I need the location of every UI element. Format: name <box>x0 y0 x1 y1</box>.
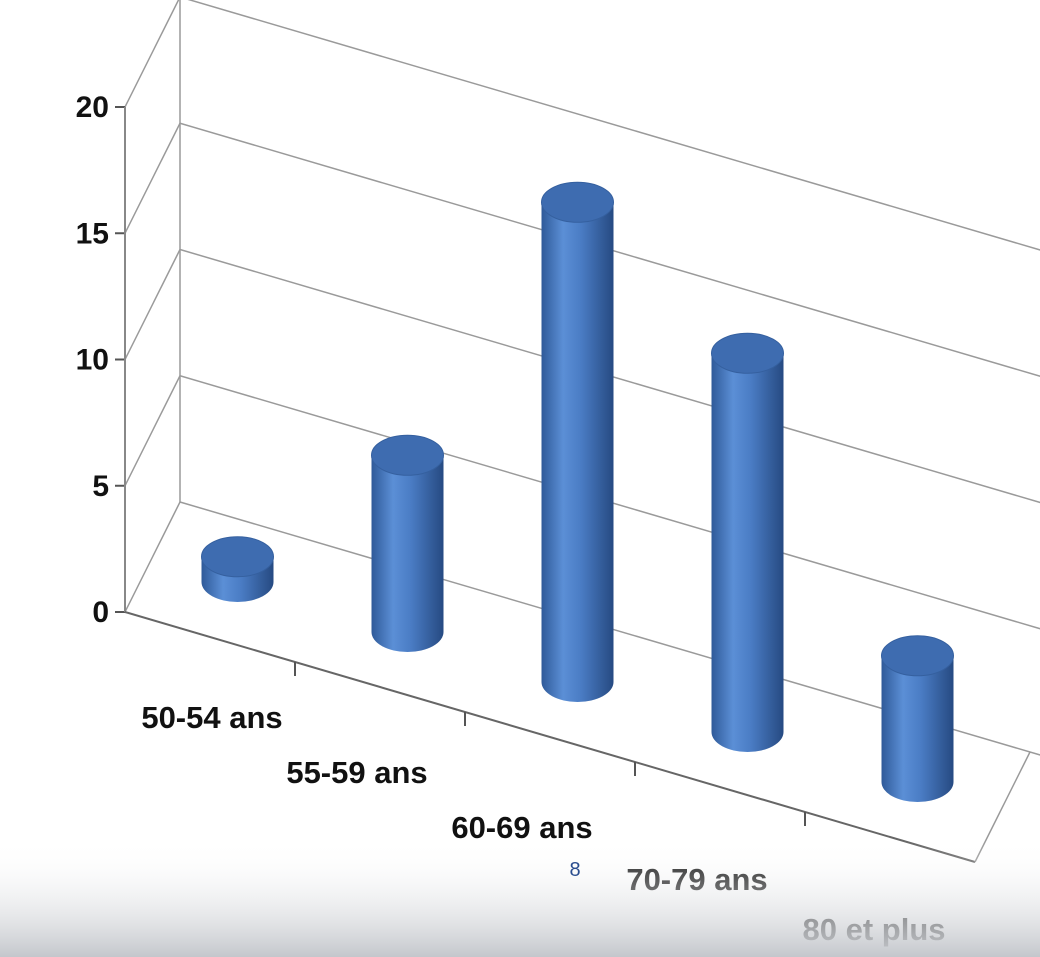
y-tick-label: 0 <box>92 596 109 629</box>
side-gridline <box>124 249 181 360</box>
bar-80-et-plus <box>881 635 954 803</box>
bar-top <box>371 434 444 476</box>
bar-body <box>541 202 614 702</box>
side-gridline <box>124 501 181 613</box>
back-gridline <box>179 375 1040 630</box>
bar-60-69-ans <box>541 181 614 702</box>
bar-55-59-ans <box>371 434 444 652</box>
x-axis-line <box>124 611 976 863</box>
gridlines <box>124 0 1040 756</box>
x-tick-label: 55-59 ans <box>286 755 427 790</box>
bar-top <box>201 536 274 578</box>
x-tick-label: 50-54 ans <box>141 700 282 735</box>
back-gridline <box>179 122 1040 377</box>
side-gridline <box>124 122 181 234</box>
side-gridline <box>124 375 181 487</box>
x-tick-label: 60-69 ans <box>451 810 592 845</box>
bar-70-79-ans <box>711 332 784 753</box>
side-gridline <box>124 0 180 108</box>
bar-body <box>371 455 444 652</box>
bar-top <box>711 332 784 374</box>
bar-top <box>881 635 954 677</box>
bar-50-54-ans <box>201 536 274 602</box>
y-tick-label: 5 <box>92 470 109 503</box>
page-number: 8 <box>569 859 580 881</box>
back-gridline <box>187 0 1040 251</box>
back-gridline <box>179 248 1040 504</box>
bar-top <box>541 181 614 223</box>
bottom-shade <box>0 840 1040 957</box>
bars <box>201 181 954 803</box>
back-gridline <box>179 501 1040 756</box>
bar-body <box>881 655 954 803</box>
bar-body <box>711 353 784 753</box>
y-tick-label: 15 <box>76 217 109 250</box>
y-tick-label: 20 <box>76 91 109 124</box>
y-tick-label: 10 <box>76 344 109 377</box>
